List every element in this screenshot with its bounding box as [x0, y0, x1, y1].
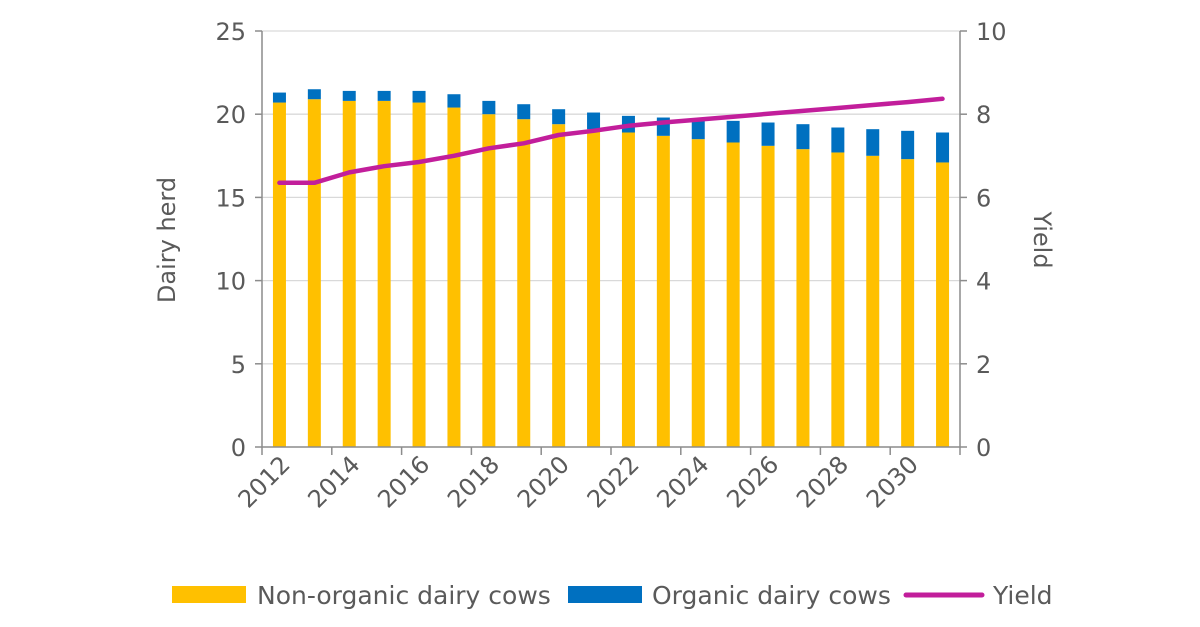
legend-label-yield: Yield — [992, 581, 1053, 610]
x-tick-label-2020: 2020 — [512, 450, 575, 513]
bar-organic-2021 — [587, 112, 601, 130]
axes — [255, 30, 967, 455]
bar-non-organic-2020 — [552, 124, 566, 448]
x-tick-label-2016: 2016 — [372, 450, 435, 513]
y-axis-right-title: Yield — [1028, 210, 1056, 268]
y-left-tick-label-0: 0 — [231, 434, 246, 462]
bar-non-organic-2012 — [272, 102, 286, 447]
y-left-tick-label-5: 25 — [215, 18, 246, 46]
bar-organic-2019 — [517, 104, 531, 120]
bar-non-organic-2026 — [761, 145, 775, 448]
bar-non-organic-2024 — [691, 139, 705, 447]
gridlines — [262, 30, 960, 365]
legend-swatch-non-organic — [172, 586, 246, 603]
x-tick-label-2030: 2030 — [861, 450, 924, 513]
y-right-tick-label-1: 2 — [976, 351, 991, 379]
x-tick-label-2028: 2028 — [791, 450, 854, 513]
bar-organic-2030 — [901, 130, 915, 160]
bar-non-organic-2028 — [831, 152, 845, 448]
bar-organic-2027 — [796, 124, 810, 150]
bar-organic-2026 — [761, 122, 775, 146]
bar-organic-2024 — [691, 119, 705, 140]
y-left-tick-label-1: 5 — [231, 351, 246, 379]
bar-organic-2025 — [726, 120, 740, 143]
bar-non-organic-2018 — [482, 114, 496, 447]
legend-label-non-organic: Non-organic dairy cows — [257, 581, 551, 610]
x-tick-label-2022: 2022 — [582, 450, 645, 513]
bar-organic-2014 — [342, 90, 356, 101]
legend: Non-organic dairy cows Organic dairy cow… — [172, 581, 1053, 610]
bar-non-organic-2027 — [796, 149, 810, 448]
y-right-tick-label-4: 8 — [976, 101, 991, 129]
bar-organic-2012 — [272, 92, 286, 103]
bar-non-organic-2030 — [901, 159, 915, 448]
yield-line-group — [277, 96, 945, 186]
bar-non-organic-2019 — [517, 119, 531, 447]
bar-non-organic-2013 — [307, 99, 321, 447]
bars — [272, 89, 950, 448]
bar-non-organic-2016 — [412, 102, 426, 447]
bar-non-organic-2015 — [377, 100, 391, 447]
legend-swatch-organic — [568, 586, 642, 603]
y-left-tick-label-2: 10 — [215, 268, 246, 296]
bar-non-organic-2031 — [936, 162, 950, 447]
y-left-tick-label-4: 20 — [215, 101, 246, 129]
yield-line — [277, 96, 945, 186]
bar-organic-2015 — [377, 90, 391, 101]
bar-non-organic-2023 — [656, 135, 670, 447]
y-right-tick-label-0: 0 — [976, 434, 991, 462]
bar-non-organic-2025 — [726, 142, 740, 447]
bar-organic-2031 — [936, 132, 950, 163]
x-tick-label-2018: 2018 — [442, 450, 505, 513]
bar-non-organic-2029 — [866, 155, 880, 448]
bar-organic-2029 — [866, 129, 880, 156]
bar-non-organic-2017 — [447, 107, 461, 447]
legend-label-organic: Organic dairy cows — [652, 581, 891, 610]
bar-organic-2016 — [412, 90, 426, 103]
bar-organic-2020 — [552, 109, 566, 125]
x-tick-label-2014: 2014 — [303, 450, 366, 513]
y-right-tick-label-3: 6 — [976, 184, 991, 212]
x-tick-label-2026: 2026 — [721, 450, 784, 513]
y-right-tick-label-5: 10 — [976, 18, 1007, 46]
bar-organic-2017 — [447, 94, 461, 108]
y-right-tick-label-2: 4 — [976, 268, 991, 296]
bar-non-organic-2021 — [587, 129, 601, 447]
y-axis-left-title: Dairy herd — [153, 177, 181, 303]
bar-non-organic-2022 — [621, 132, 635, 447]
bar-organic-2013 — [307, 89, 321, 100]
bar-organic-2028 — [831, 127, 845, 153]
y-left-tick-label-3: 15 — [215, 184, 246, 212]
x-tick-label-2024: 2024 — [652, 450, 715, 513]
bar-organic-2018 — [482, 100, 496, 115]
bar-non-organic-2014 — [342, 100, 356, 447]
